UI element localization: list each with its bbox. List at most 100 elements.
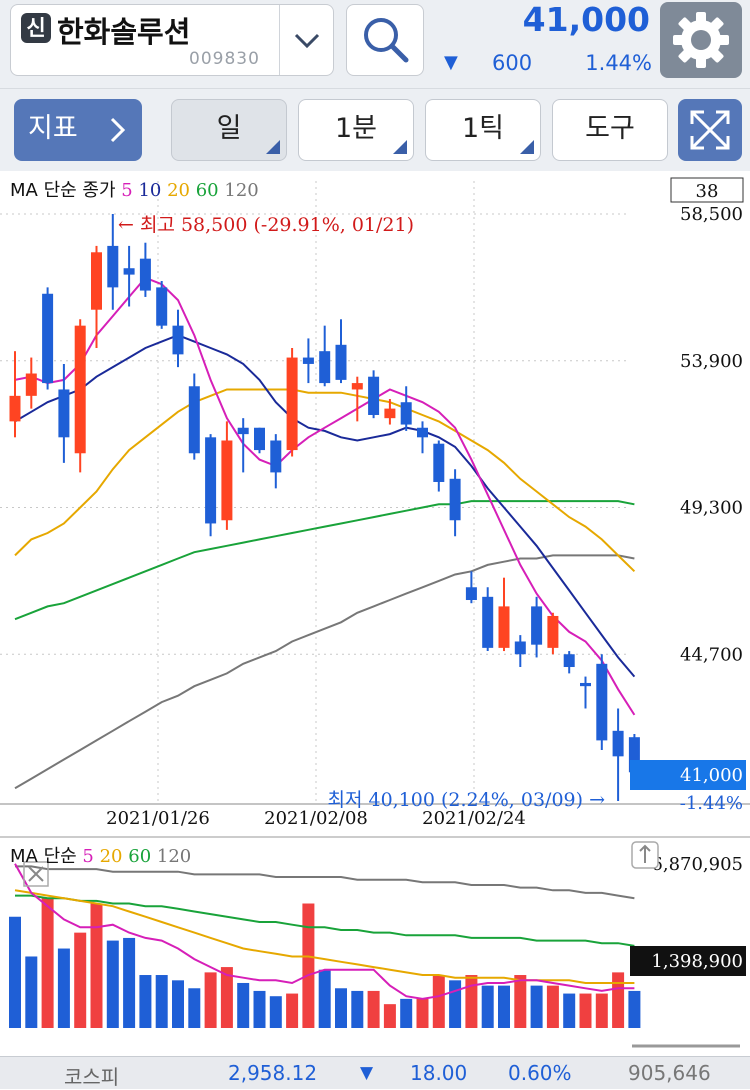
volume-bar	[237, 982, 250, 1028]
volume-bar	[465, 975, 478, 1028]
settings-button[interactable]	[660, 2, 742, 78]
vma60-line	[15, 894, 635, 947]
candle	[384, 399, 396, 425]
candle	[42, 287, 54, 390]
tick-button[interactable]: 1틱	[425, 99, 541, 161]
price-change-percent: 1.44%	[585, 51, 652, 75]
index-change: 18.00	[410, 1061, 468, 1085]
candle	[221, 421, 233, 530]
volume-bar	[57, 948, 70, 1028]
legend-period: 120	[151, 846, 192, 867]
price-grid	[0, 181, 750, 805]
dropdown-corner-icon	[266, 140, 280, 154]
price-axis-label: 44,700	[680, 644, 743, 665]
volume-bar	[449, 980, 462, 1028]
current-volume-label: 1,398,900	[651, 951, 743, 972]
volume-bar	[123, 937, 136, 1028]
close-icon[interactable]	[23, 861, 49, 887]
candle	[547, 612, 559, 655]
volume-bar	[139, 975, 152, 1028]
expand-icon	[690, 110, 730, 150]
minute-button[interactable]: 1분	[298, 99, 414, 161]
search-button[interactable]	[346, 4, 424, 76]
volume-ma-legend: MA 단순 5 20 60 120	[10, 842, 191, 868]
candle	[237, 418, 249, 473]
indicator-label: 지표	[28, 113, 78, 144]
date-axis-labels: 2021/01/26 2021/02/08 2021/02/24	[106, 808, 526, 829]
volume-bar	[367, 990, 380, 1028]
price-axis-label: 49,300	[680, 498, 743, 519]
indicator-button[interactable]: 지표	[14, 99, 142, 161]
candle	[91, 245, 102, 348]
candle	[156, 280, 168, 329]
volume-bar	[481, 985, 494, 1028]
volume-bar	[514, 975, 527, 1028]
gear-icon	[673, 12, 729, 68]
legend-period: 5	[121, 180, 133, 201]
volume-bar	[416, 998, 429, 1028]
ma10-line	[14, 334, 636, 678]
vma120-line	[15, 865, 635, 900]
tools-button[interactable]: 도구	[552, 99, 668, 161]
search-icon	[364, 18, 409, 63]
candle	[498, 577, 510, 652]
legend-period: 20	[161, 180, 190, 201]
volume-bar	[302, 903, 315, 1028]
high-annotation: ← 최고 58,500 (-29.91%, 01/21)	[118, 214, 414, 236]
volume-bars	[9, 898, 641, 1028]
candle	[368, 370, 380, 419]
low-annotation: 최저 40,100 (2.24%, 03/09) →	[328, 789, 606, 811]
price-chart[interactable]: 38 58,500 53,900 49,300 44,700 41,000 -1.44…	[0, 171, 750, 836]
period-day-button[interactable]: 일	[171, 99, 287, 161]
candle	[58, 363, 70, 463]
ma5-line	[14, 276, 636, 716]
legend-period: 60	[190, 180, 219, 201]
legend-period: 5	[82, 846, 94, 867]
volume-ma-lines	[14, 863, 635, 1000]
volume-bar	[9, 916, 21, 1028]
price-ma-legend: MA 단순 종가 5 10 20 60 120	[10, 176, 259, 202]
credit-badge: 신	[21, 13, 51, 43]
candle	[596, 654, 608, 750]
tick-label: 1틱	[461, 113, 505, 144]
candle	[433, 440, 445, 492]
count-value: 38	[696, 181, 719, 202]
candle	[107, 214, 119, 310]
candle	[612, 708, 624, 801]
candle	[254, 427, 265, 454]
stock-selector[interactable]: 신 한화솔루션 009830	[10, 4, 334, 76]
volume-bar	[269, 996, 282, 1028]
volume-bar	[432, 975, 445, 1028]
resize-icon[interactable]	[631, 841, 659, 869]
candle	[449, 469, 461, 537]
stock-code: 009830	[189, 49, 260, 69]
volume-bar	[188, 988, 201, 1028]
period-day-label: 일	[216, 113, 242, 144]
chevron-down-icon	[294, 33, 320, 49]
volume-chart[interactable]: 6,870,905 1,398,900	[0, 836, 750, 1056]
candle	[417, 421, 428, 454]
chevron-right-icon	[110, 117, 126, 143]
current-price: 41,000	[522, 0, 650, 39]
fullscreen-button[interactable]	[678, 99, 742, 161]
candle	[531, 596, 543, 658]
volume-bar	[530, 985, 543, 1028]
volume-bar	[155, 975, 168, 1028]
candle	[74, 319, 86, 473]
volume-bar	[220, 967, 233, 1028]
candle	[580, 676, 591, 709]
volume-bar	[383, 1004, 396, 1028]
price-down-icon: ▼	[444, 52, 458, 73]
volume-bar	[498, 985, 510, 1028]
volume-bar	[25, 956, 38, 1028]
stock-name: 한화솔루션	[57, 15, 191, 49]
candle	[188, 373, 200, 460]
price-axis-labels: 58,500 53,900 49,300 44,700	[680, 204, 743, 665]
candle	[465, 571, 477, 604]
stock-dropdown-button[interactable]	[279, 5, 334, 75]
current-change-axis-label: -1.44%	[680, 793, 743, 814]
market-index-bar[interactable]: 코스피 2,958.12 ▼ 18.00 0.60% 905,646	[0, 1056, 750, 1089]
volume-bar	[90, 903, 103, 1028]
volume-bar	[74, 932, 87, 1028]
ma20-line	[14, 388, 636, 573]
